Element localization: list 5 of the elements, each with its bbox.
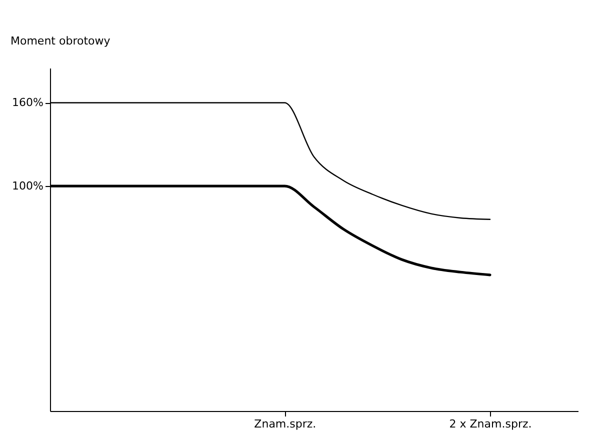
- x-tick-label: 2 x Znam.sprz.: [449, 418, 532, 430]
- x-tick-label: Znam.sprz.: [254, 418, 316, 430]
- y-axis-title: Moment obrotowy: [10, 34, 111, 48]
- y-tick-label: 160%: [12, 96, 44, 110]
- y-tick-label: 100%: [12, 180, 44, 193]
